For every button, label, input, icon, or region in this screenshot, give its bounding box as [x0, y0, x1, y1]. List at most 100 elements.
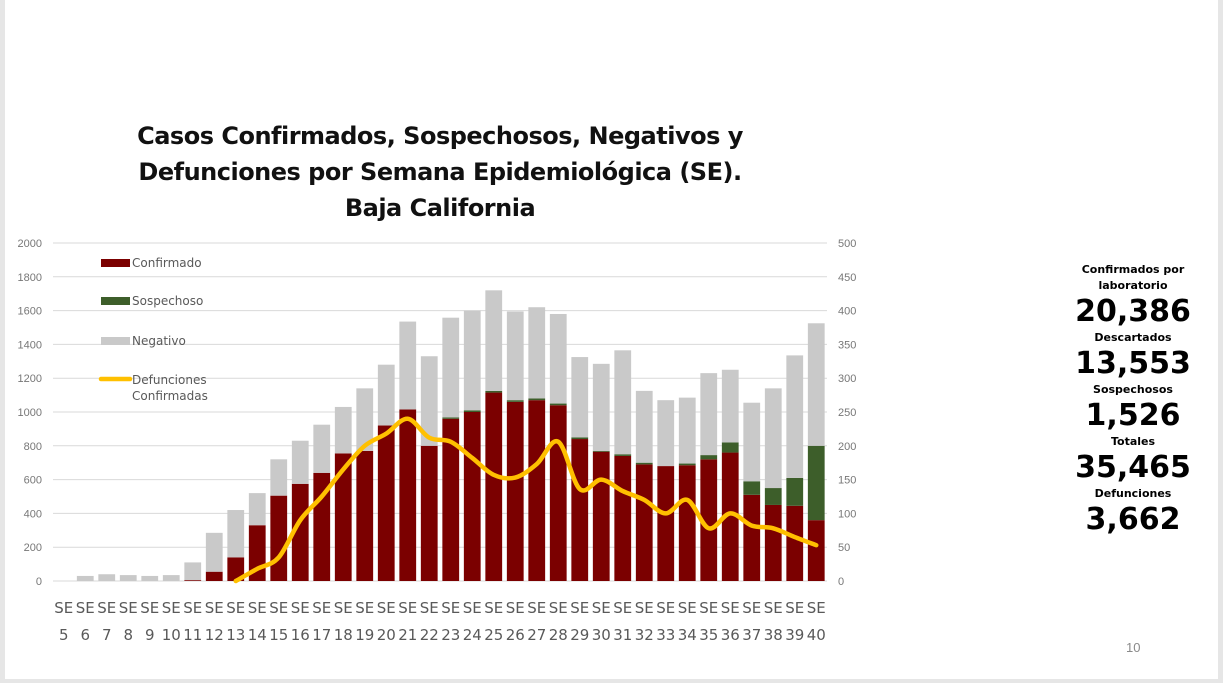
y-left-tick-label: 800	[24, 441, 42, 453]
y-left-tick-label: 2000	[18, 238, 42, 250]
bar-confirmado	[291, 483, 309, 581]
y-left-tick-label: 0	[36, 576, 42, 588]
x-tick-label: 22	[420, 626, 439, 644]
x-tick-label: 6	[80, 626, 90, 644]
x-tick-label: 37	[742, 626, 761, 644]
x-tick-label-prefix: SE	[312, 599, 331, 617]
y-left-tick-label: 1600	[18, 306, 42, 318]
x-tick-label-prefix: SE	[183, 599, 202, 617]
x-tick-label: 40	[807, 626, 826, 644]
bar-confirmado	[184, 580, 202, 581]
x-tick-label: 30	[592, 626, 611, 644]
bar-negativo	[270, 459, 288, 496]
stat-deaths: Defunciones 3,662	[1066, 486, 1200, 538]
bar-confirmado	[614, 455, 632, 581]
y-left-tick-label: 200	[24, 542, 42, 554]
x-tick-label-prefix: SE	[678, 599, 697, 617]
bar-sospechoso	[700, 455, 718, 460]
bar-negativo	[549, 313, 567, 404]
x-tick-label: 8	[123, 626, 133, 644]
x-tick-label-prefix: SE	[549, 599, 568, 617]
y-left-tick-label: 400	[24, 508, 42, 520]
x-tick-label-prefix: SE	[76, 599, 95, 617]
bar-sospechoso	[592, 450, 610, 452]
x-tick-label: 36	[721, 626, 740, 644]
bar-sospechoso	[764, 488, 782, 505]
bar-sospechoso	[721, 442, 739, 453]
stats-panel: Confirmados por laboratorio 20,386 Desca…	[1066, 262, 1200, 538]
x-tick-label-prefix: SE	[592, 599, 611, 617]
y-left-tick-label: 1200	[18, 373, 42, 385]
line-defunciones	[233, 416, 819, 584]
x-tick-label: 32	[635, 626, 654, 644]
bar-negativo	[678, 397, 696, 464]
stat-suspected-value: 1,526	[1085, 398, 1181, 433]
bar-negativo	[119, 575, 137, 581]
x-tick-label: 13	[226, 626, 245, 644]
bar-negativo	[420, 356, 438, 446]
bar-sospechoso	[743, 481, 761, 495]
bar-confirmado	[786, 505, 804, 581]
x-tick-label-prefix: SE	[721, 599, 740, 617]
x-tick-label: 9	[145, 626, 155, 644]
x-tick-label-prefix: SE	[484, 599, 503, 617]
stat-suspected-label: Sospechosos	[1093, 383, 1173, 396]
x-tick-label-prefix: SE	[226, 599, 245, 617]
y-right-tick-label: 350	[838, 339, 856, 351]
y-left-tick-label: 1400	[18, 339, 42, 351]
x-tick-label: 15	[269, 626, 288, 644]
y-left-tick-label: 1000	[18, 407, 42, 419]
bar-negativo	[657, 400, 675, 467]
x-tick-label-prefix: SE	[398, 599, 417, 617]
bar-negativo	[227, 510, 245, 558]
bar-confirmado	[463, 412, 481, 581]
bar-negativo	[141, 575, 159, 581]
bar-sospechoso	[549, 403, 567, 406]
x-tick-label-prefix: SE	[248, 599, 267, 617]
stat-deaths-value: 3,662	[1085, 502, 1181, 537]
bar-negativo	[248, 493, 266, 526]
bar-sospechoso	[463, 410, 481, 412]
bar-negativo	[162, 575, 180, 581]
y-right-tick-label: 250	[838, 407, 856, 419]
y-right-tick-label: 50	[838, 542, 850, 554]
bar-confirmado	[743, 494, 761, 581]
y-right-tick-label: 450	[838, 272, 856, 284]
bar-negativo	[334, 406, 352, 454]
x-tick-label: 38	[764, 626, 783, 644]
bar-sospechoso	[506, 400, 524, 402]
bar-negativo	[764, 388, 782, 489]
chart-title-line-3: Baja California	[344, 194, 536, 222]
x-tick-label: 20	[377, 626, 396, 644]
bar-confirmado	[528, 400, 546, 581]
y-left-tick-label: 600	[24, 475, 42, 487]
bar-negativo	[807, 323, 825, 446]
x-tick-label-prefix: SE	[570, 599, 589, 617]
x-tick-label-prefix: SE	[205, 599, 224, 617]
bar-confirmado	[592, 451, 610, 581]
y-right-tick-label: 100	[838, 508, 856, 520]
x-tick-label: 21	[398, 626, 417, 644]
bar-sospechoso	[485, 390, 503, 393]
bar-confirmado	[334, 453, 352, 581]
bar-negativo	[399, 321, 417, 410]
x-tick-label: 28	[549, 626, 568, 644]
x-tick-label-prefix: SE	[355, 599, 374, 617]
bar-confirmado	[764, 504, 782, 581]
bar-confirmado	[571, 439, 589, 581]
bar-confirmado	[657, 466, 675, 581]
legend-confirmado-swatch	[101, 259, 130, 267]
bar-sospechoso	[807, 445, 825, 521]
bar-negativo	[313, 424, 331, 473]
chart-title-line-1: Casos Confirmados, Sospechosos, Negativo…	[137, 122, 743, 150]
x-tick-label: 24	[463, 626, 482, 644]
bar-negativo	[205, 532, 223, 572]
chart-title-line-2: Defunciones por Semana Epidemiológica (S…	[138, 158, 742, 186]
x-tick-label: 34	[678, 626, 697, 644]
bar-sospechoso	[614, 454, 632, 456]
bar-confirmado	[700, 459, 718, 581]
y-left-tick-label: 1800	[18, 272, 42, 284]
stat-deaths-label: Defunciones	[1094, 487, 1172, 500]
x-tick-label-prefix: SE	[54, 599, 73, 617]
